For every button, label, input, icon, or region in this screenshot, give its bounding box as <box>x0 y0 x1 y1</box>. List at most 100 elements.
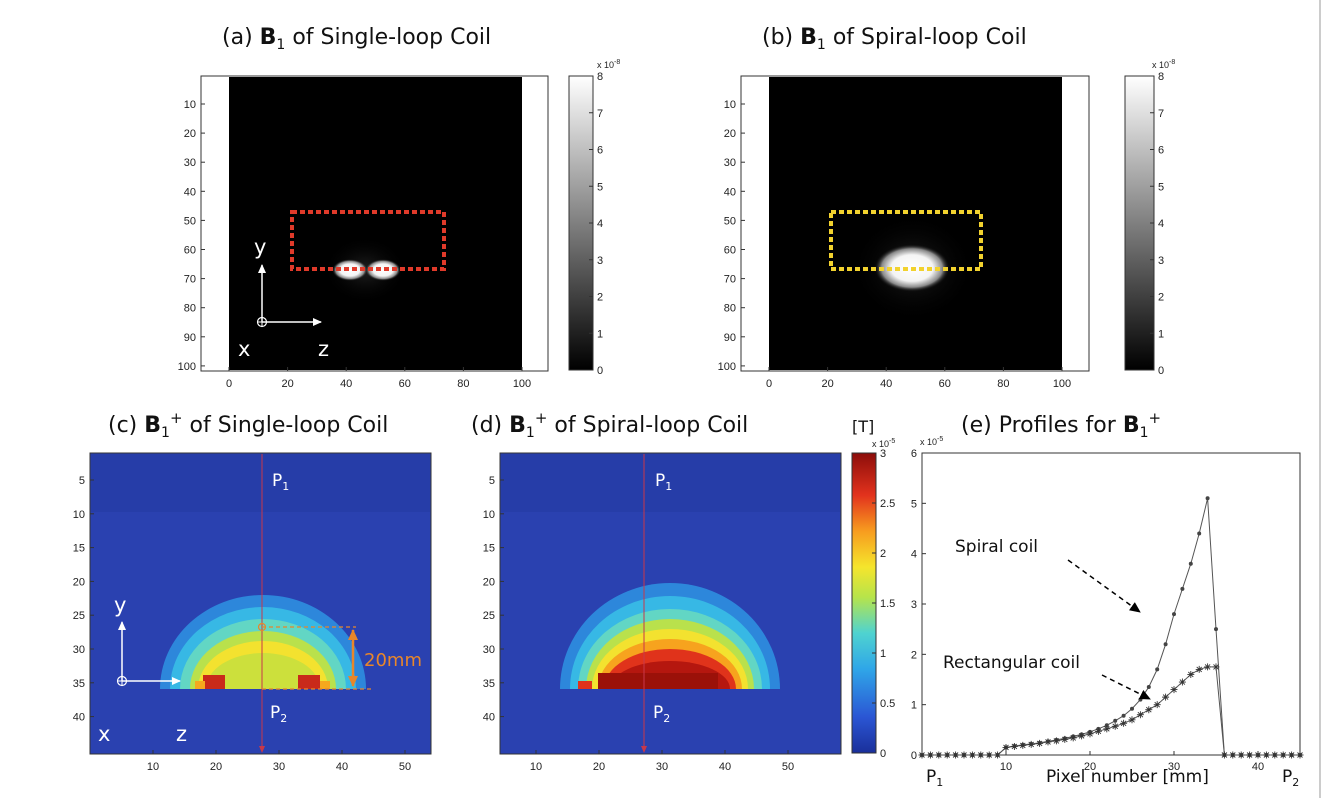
series-point <box>1212 663 1220 671</box>
series-point <box>1205 496 1210 501</box>
series-point <box>1197 531 1202 536</box>
series-point <box>1170 686 1178 694</box>
series-point <box>1262 751 1270 759</box>
colorbar-gray-b-exponent: x 10-8 <box>1152 59 1175 70</box>
legend-spiral-label: Spiral coil <box>955 537 1038 557</box>
panel-a-y-ticks: 10 20 30 40 50 60 70 80 90 100 <box>178 99 205 373</box>
y-tick-label: 15 <box>483 543 495 555</box>
y-tick-label: 50 <box>184 215 196 227</box>
y-tick-label: 70 <box>184 274 196 286</box>
x-tick-label: 40 <box>719 761 731 773</box>
series-point <box>1120 719 1128 727</box>
colorbar-tick-label: 1 <box>597 328 603 340</box>
colorbar-tick-label: 2.5 <box>880 498 895 510</box>
y-tick-label: 40 <box>184 186 196 198</box>
series-point <box>1163 642 1168 647</box>
y-tick-label: 80 <box>184 303 196 315</box>
colorbar-tick-label: 2 <box>1158 292 1164 304</box>
x-tick-label: 20 <box>210 761 222 773</box>
series-point <box>1172 612 1176 617</box>
y-tick-label: 25 <box>483 610 495 622</box>
series-point <box>1178 678 1186 686</box>
x-tick-label: 80 <box>997 378 1009 390</box>
panel-c-title: (c) B1+ of Single-loop Coil <box>108 409 388 441</box>
chart-x-label: Pixel number [mm] <box>1046 767 1209 787</box>
series-point <box>1195 665 1203 673</box>
series-point <box>1113 718 1118 723</box>
panel-b-roi-box <box>829 210 983 271</box>
colorbar-tick-label: 6 <box>1158 145 1164 157</box>
chart-y-tick-label: 5 <box>911 498 917 510</box>
x-tick-label: 100 <box>1053 378 1071 390</box>
chart-y-exponent: x 10-5 <box>920 436 943 447</box>
y-tick-label: 60 <box>184 245 196 257</box>
series-point <box>1229 751 1237 759</box>
y-tick-label: 35 <box>73 678 85 690</box>
panel-b-x-ticks: 0 20 40 60 80 100 <box>766 367 1071 390</box>
x-tick-label: 30 <box>656 761 668 773</box>
panel-a-hotspot-right <box>365 259 401 281</box>
panel-a-axis-z-label: z <box>318 337 329 361</box>
series-line-1 <box>922 666 1300 756</box>
series-point <box>1086 730 1094 738</box>
panel-c-p2-label: P2 <box>270 703 287 725</box>
series-point <box>1254 751 1262 759</box>
x-tick-label: 0 <box>226 378 232 390</box>
x-tick-label: 10 <box>147 761 159 773</box>
y-tick-label: 20 <box>73 576 85 588</box>
chart-series <box>918 496 1304 759</box>
series-point <box>994 751 1002 759</box>
series-point <box>1204 663 1212 671</box>
colorbar-jet-ticks: 0 0.5 1 1.5 2 2.5 3 <box>872 448 895 760</box>
series-point <box>1019 741 1027 749</box>
series-point <box>1128 716 1136 724</box>
y-tick-label: 20 <box>184 128 196 140</box>
x-tick-label: 80 <box>457 378 469 390</box>
y-tick-label: 10 <box>483 509 495 521</box>
x-tick-label: 40 <box>336 761 348 773</box>
series-point <box>943 751 951 759</box>
x-tick-label: 0 <box>766 378 772 390</box>
series-point <box>1078 732 1086 740</box>
y-tick-label: 35 <box>483 678 495 690</box>
colorbar-tick-label: 3 <box>880 448 886 460</box>
x-tick-label: 20 <box>281 378 293 390</box>
series-point <box>952 751 960 759</box>
panel-c-field <box>91 595 430 753</box>
series-point <box>1246 751 1254 759</box>
colorbar-tick-label: 8 <box>597 71 603 83</box>
chart-x-tick-label: 40 <box>1252 761 1264 773</box>
series-point <box>1146 685 1151 690</box>
chart-title: (e) Profiles for B1+ <box>961 409 1161 441</box>
x-tick-label: 60 <box>939 378 951 390</box>
panel-d-field <box>501 583 840 753</box>
series-point <box>918 751 926 759</box>
x-tick-label: 60 <box>399 378 411 390</box>
colorbar-jet: [T] x 10-5 0 0.5 1 1.5 2 2.5 3 <box>851 417 895 760</box>
panel-a-hotspot-left <box>332 259 368 281</box>
colorbar-tick-label: 1.5 <box>880 598 895 610</box>
colorbar-tick-label: 0.5 <box>880 698 895 710</box>
y-tick-label: 10 <box>724 99 736 111</box>
panel-a: (a) B1 of Single-loop Coil 10 20 30 40 50 60 7… <box>178 25 549 390</box>
panel-d-y-ticks: 5 10 15 20 25 30 35 40 <box>483 475 504 724</box>
y-tick-label: 90 <box>184 332 196 344</box>
y-tick-label: 15 <box>73 543 85 555</box>
colorbar-tick-label: 7 <box>1158 108 1164 120</box>
series-point <box>1220 751 1228 759</box>
series-point <box>1279 751 1287 759</box>
chart-y-tick-label: 2 <box>911 649 917 661</box>
chart-y-tick-label: 4 <box>911 549 917 561</box>
colorbar-tick-label: 4 <box>1158 218 1164 230</box>
x-tick-label: 50 <box>782 761 794 773</box>
y-tick-label: 50 <box>724 215 736 227</box>
series-point <box>1296 751 1304 759</box>
x-tick-label: 100 <box>513 378 531 390</box>
x-tick-label: 10 <box>530 761 542 773</box>
x-tick-label: 40 <box>880 378 892 390</box>
panel-d-p2-label: P2 <box>653 703 670 725</box>
y-tick-label: 40 <box>73 712 85 724</box>
y-tick-label: 30 <box>724 157 736 169</box>
y-tick-label: 40 <box>483 712 495 724</box>
